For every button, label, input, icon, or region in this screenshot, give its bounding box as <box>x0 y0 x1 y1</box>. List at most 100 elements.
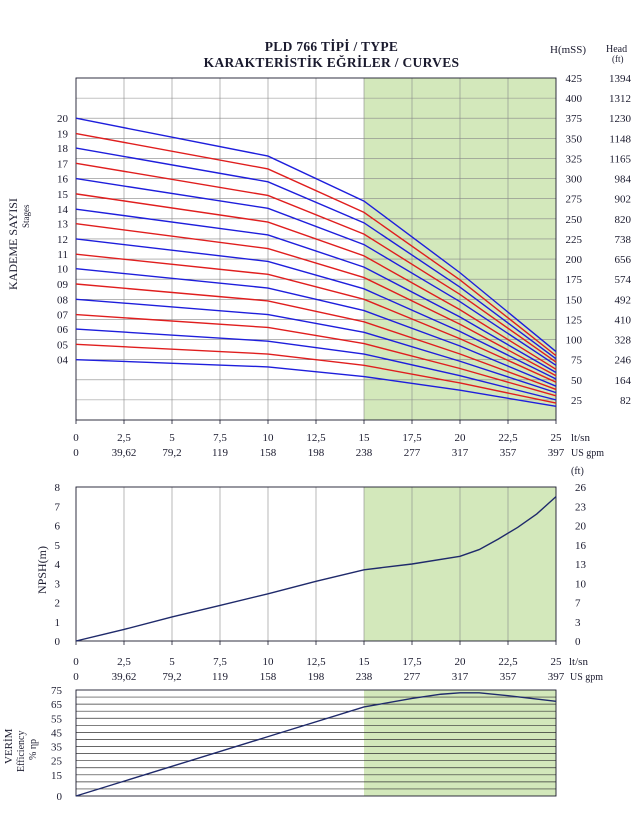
x-tick-lt: 20 <box>455 656 467 668</box>
npsh-ft-tick: 16 <box>575 540 587 552</box>
npsh-m-tick: 4 <box>55 559 61 571</box>
head-ft-tick: 410 <box>615 314 632 326</box>
x-tick-lt: 10 <box>263 432 275 444</box>
x-tick-gpm: 79,2 <box>162 447 181 459</box>
npsh-axis-label: NPSH(m) <box>35 546 49 594</box>
x-tick-gpm: 317 <box>452 671 469 683</box>
stage-label: 13 <box>57 219 69 231</box>
efficiency-tick: 35 <box>51 742 63 754</box>
stage-curve-17 <box>75 162 557 363</box>
stage-label: 06 <box>57 324 69 336</box>
npsh-ft-tick: 20 <box>575 521 587 533</box>
x-tick-lt: 7,5 <box>213 656 227 668</box>
left-axis-sublabel: Stages <box>21 204 31 228</box>
x-tick-lt: 0 <box>73 432 79 444</box>
x-tick-lt: 0 <box>73 656 79 668</box>
x-tick-gpm: 277 <box>404 671 421 683</box>
head-m-tick: 150 <box>566 294 583 306</box>
npsh-m-tick: 8 <box>55 482 61 494</box>
efficiency-axis-label-3: % ηp <box>28 739 39 760</box>
stage-label: 09 <box>57 279 69 291</box>
npsh-m-tick: 1 <box>55 617 61 629</box>
stage-label: 07 <box>57 310 69 322</box>
x-tick-lt: 17,5 <box>402 656 422 668</box>
x-tick-gpm: 397 <box>548 671 565 683</box>
shaded-region <box>364 690 556 796</box>
npsh-m-tick: 7 <box>55 501 61 513</box>
x-unit-lt: lt/sn <box>569 656 588 668</box>
head-m-tick: 125 <box>566 314 583 326</box>
x-tick-lt: 20 <box>455 432 467 444</box>
efficiency-axis-label: VERİM <box>3 728 15 764</box>
left-axis-label: KADEME SAYISI <box>6 198 20 290</box>
head-ft-tick: 492 <box>615 294 632 306</box>
efficiency-tick: 45 <box>51 727 63 739</box>
x-tick-gpm: 79,2 <box>162 671 181 683</box>
head-m-tick: 350 <box>566 133 583 145</box>
x-unit-gpm: US gpm <box>571 448 604 459</box>
head-ft-header: Head <box>606 44 627 55</box>
npsh-ft-tick: 26 <box>575 482 587 494</box>
head-m-tick: 225 <box>566 234 583 246</box>
x-tick-gpm: 39,62 <box>112 447 137 459</box>
stage-curve-07 <box>75 313 557 397</box>
stage-label: 11 <box>57 249 68 261</box>
x-tick-gpm: 397 <box>548 447 565 459</box>
head-m-tick: 175 <box>566 274 583 286</box>
stage-label: 08 <box>57 294 69 306</box>
x-tick-lt: 10 <box>263 656 275 668</box>
x-tick-gpm: 238 <box>356 671 373 683</box>
stage-label: 16 <box>57 174 69 186</box>
npsh-ft-tick: 0 <box>575 636 581 648</box>
x-tick-gpm: 0 <box>73 671 79 683</box>
head-ft-tick: 984 <box>615 174 632 186</box>
stage-label: 04 <box>57 355 69 367</box>
head-ft-tick: 164 <box>615 375 632 387</box>
stage-label: 10 <box>57 264 69 276</box>
x-tick-lt: 2,5 <box>117 432 131 444</box>
npsh-ft-tick: 10 <box>575 578 587 590</box>
head-ft-tick: 656 <box>615 254 632 266</box>
head-ft-tick: 1312 <box>609 93 631 105</box>
npsh-m-tick: 5 <box>55 540 61 552</box>
head-m-tick: 200 <box>566 254 583 266</box>
stage-curve-19 <box>75 132 557 357</box>
npsh-m-tick: 0 <box>55 636 61 648</box>
npsh-ft-tick: 13 <box>575 559 587 571</box>
npsh-ft-tick: 3 <box>575 617 581 629</box>
x-tick-lt: 15 <box>359 656 371 668</box>
npsh-m-tick: 2 <box>55 598 61 610</box>
x-tick-lt: 22,5 <box>498 432 518 444</box>
x-tick-lt: 12,5 <box>306 432 326 444</box>
stage-curve-15 <box>75 193 557 370</box>
npsh-curve <box>75 496 557 642</box>
x-tick-gpm: 39,62 <box>112 671 137 683</box>
npsh-m-tick: 6 <box>55 521 61 533</box>
stage-curve-13 <box>75 222 557 377</box>
head-ft-tick: 1230 <box>609 113 632 125</box>
x-tick-gpm: 317 <box>452 447 469 459</box>
efficiency-tick: 75 <box>51 685 63 697</box>
stage-label: 17 <box>57 158 69 170</box>
x-tick-gpm: 198 <box>308 671 325 683</box>
x-tick-lt: 25 <box>551 432 563 444</box>
stage-curve-12 <box>75 238 557 380</box>
head-m-tick: 275 <box>566 194 583 206</box>
head-m-tick: 250 <box>566 214 583 226</box>
stage-curve-10 <box>75 268 557 387</box>
x-tick-lt: 15 <box>359 432 371 444</box>
head-ft-tick: 1165 <box>609 153 631 165</box>
x-tick-lt: 17,5 <box>402 432 422 444</box>
chart-title-line2: KARAKTERİSTİK EĞRİLER / CURVES <box>203 55 460 70</box>
head-ft-tick: 820 <box>615 214 632 226</box>
head-ft-tick: 246 <box>615 355 632 367</box>
npsh-ft-unit: (ft) <box>571 466 584 477</box>
efficiency-tick: 55 <box>51 713 63 725</box>
plot-frame <box>75 689 557 797</box>
stage-label: 18 <box>57 143 69 155</box>
stage-curve-06 <box>75 328 557 401</box>
stage-label: 15 <box>57 189 69 201</box>
x-tick-gpm: 158 <box>260 671 277 683</box>
x-tick-gpm: 357 <box>500 447 517 459</box>
